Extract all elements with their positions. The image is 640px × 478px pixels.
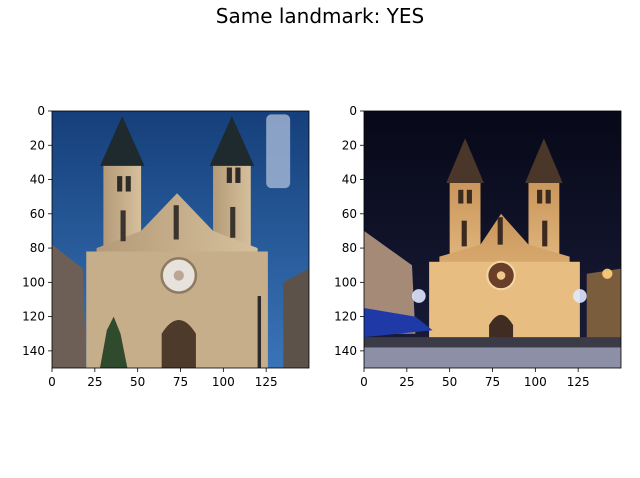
x-tick-label: 50 <box>442 375 457 389</box>
y-tick-label: 140 <box>22 344 45 358</box>
y-tick-label: 20 <box>30 138 45 152</box>
x-tick-label: 0 <box>48 375 56 389</box>
x-tick-label: 50 <box>130 375 145 389</box>
x-tick-label: 75 <box>173 375 188 389</box>
y-tick-label: 0 <box>37 104 45 118</box>
right-image-panel <box>364 111 621 368</box>
day-cathedral-image <box>52 111 309 368</box>
y-tick-label: 80 <box>342 241 357 255</box>
y-tick-label: 80 <box>30 241 45 255</box>
y-tick-label: 60 <box>342 207 357 221</box>
left-image-panel <box>52 111 309 368</box>
x-tick-label: 100 <box>524 375 547 389</box>
y-tick-label: 120 <box>334 310 357 324</box>
x-tick-label: 125 <box>255 375 278 389</box>
y-tick-label: 20 <box>342 138 357 152</box>
y-tick-label: 60 <box>30 207 45 221</box>
x-tick-label: 75 <box>485 375 500 389</box>
x-tick-label: 25 <box>87 375 102 389</box>
x-tick-label: 100 <box>212 375 235 389</box>
figure-title: Same landmark: YES <box>215 4 425 28</box>
x-tick-label: 25 <box>399 375 414 389</box>
y-tick-label: 40 <box>30 173 45 187</box>
night-cathedral-image <box>364 111 621 368</box>
y-tick-label: 140 <box>334 344 357 358</box>
y-tick-label: 120 <box>22 310 45 324</box>
x-tick-label: 0 <box>360 375 368 389</box>
y-tick-label: 100 <box>22 275 45 289</box>
y-tick-label: 100 <box>334 275 357 289</box>
y-tick-label: 40 <box>342 173 357 187</box>
y-tick-label: 0 <box>349 104 357 118</box>
x-tick-label: 125 <box>567 375 590 389</box>
